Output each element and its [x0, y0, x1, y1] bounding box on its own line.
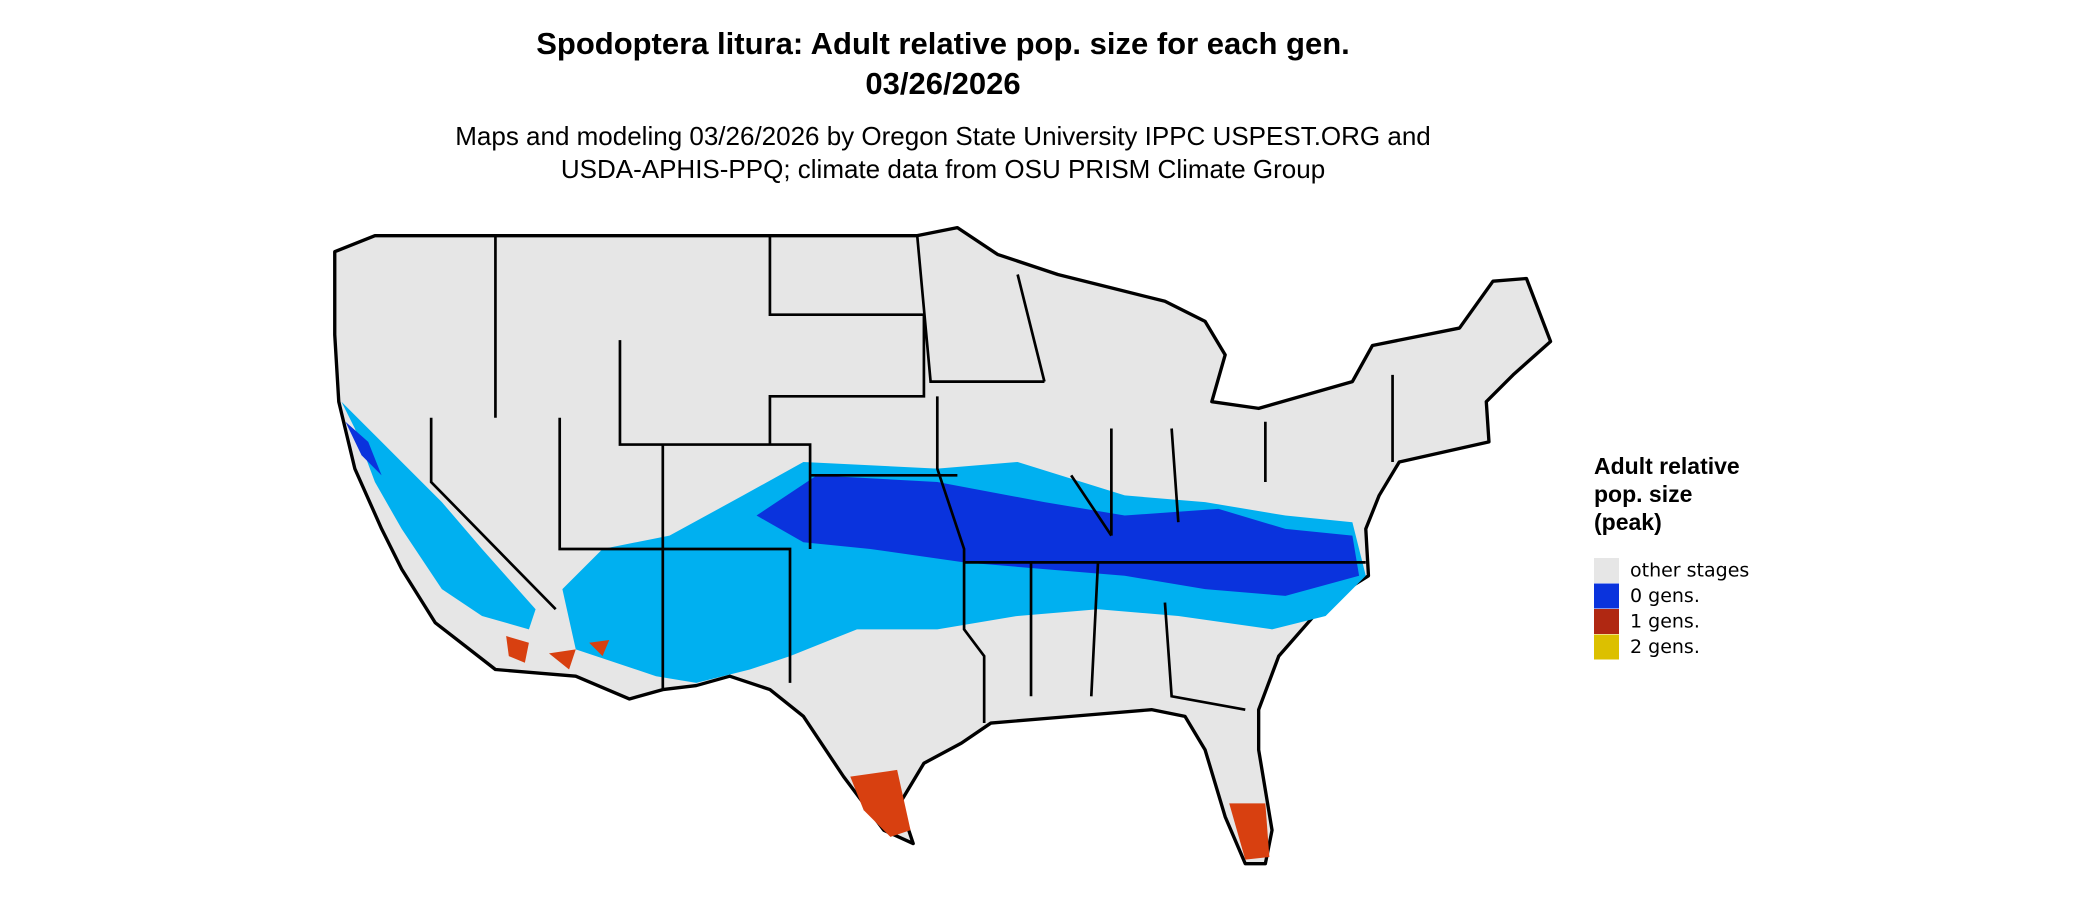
legend-swatch — [1594, 609, 1619, 634]
subtitle-line: USDA-APHIS-PPQ; climate data from OSU PR… — [561, 154, 1325, 184]
us-map — [333, 225, 1553, 866]
subtitle-line: Maps and modeling 03/26/2026 by Oregon S… — [455, 121, 1431, 151]
legend-swatch — [1594, 558, 1619, 583]
legend-title: (peak) — [1594, 509, 1662, 535]
region-red — [506, 636, 610, 670]
legend-swatch — [1594, 634, 1619, 660]
state-borders — [429, 235, 1394, 724]
legend-label: 0 gens. — [1630, 585, 1700, 607]
region-red — [850, 769, 911, 837]
region-dark — [756, 475, 1360, 596]
legend-title: Adult relative — [1594, 453, 1740, 479]
title-line: Spodoptera litura: Adult relative pop. s… — [536, 26, 1350, 61]
region-dark — [345, 421, 382, 476]
region-light — [341, 401, 536, 630]
legend-label: other stages — [1630, 560, 1749, 582]
region-red — [1229, 803, 1270, 860]
title-line: 03/26/2026 — [865, 66, 1020, 101]
legend-label: 2 gens. — [1630, 636, 1700, 658]
legend-label: 1 gens. — [1630, 611, 1700, 633]
legend-swatch — [1594, 583, 1619, 609]
legend-title: pop. size — [1594, 481, 1692, 507]
